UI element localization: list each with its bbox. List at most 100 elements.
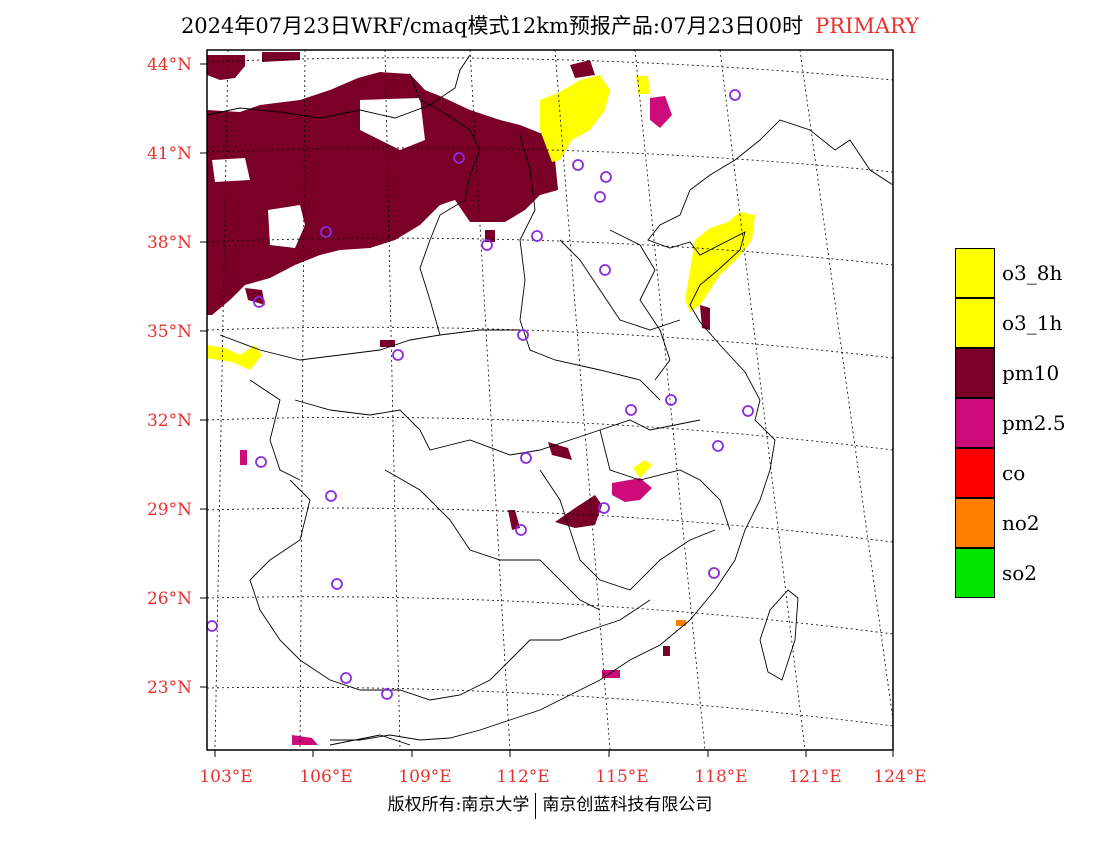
meridian-103 <box>214 50 229 750</box>
pm10-patch-fujian <box>663 646 670 656</box>
station-marker <box>515 524 527 536</box>
lat-label: 44°N <box>147 55 192 75</box>
legend-label: co <box>1002 461 1026 485</box>
station-marker <box>708 567 720 579</box>
taiwan-coast <box>759 589 799 681</box>
clean-area-2 <box>212 158 250 182</box>
title-text: 2024年07月23日WRF/cmaq模式12km预报产品:07月23日00时 <box>180 14 804 38</box>
inner-border-6 <box>384 469 601 611</box>
station-marker <box>381 688 393 700</box>
lon-label: 106°E <box>299 767 352 787</box>
o3-region-north <box>540 75 610 162</box>
meridian-115 <box>554 50 611 750</box>
legend-label: pm2.5 <box>1002 411 1066 435</box>
lon-label: 103°E <box>199 767 252 787</box>
o3-region-southwest <box>207 345 262 370</box>
legend-swatch <box>955 498 995 548</box>
legend-swatch <box>955 548 995 598</box>
legend-item-co: co <box>955 448 1085 498</box>
meridian-112 <box>469 50 511 750</box>
legend-swatch <box>955 248 995 298</box>
lat-label: 32°N <box>147 411 192 431</box>
legend-item-pm25: pm2.5 <box>955 398 1085 448</box>
station-marker <box>599 264 611 276</box>
map-title: 2024年07月23日WRF/cmaq模式12km预报产品:07月23日00时 P… <box>0 10 1100 40</box>
station-marker <box>340 672 352 684</box>
copyright-right: 南京创蓝科技有限公司 <box>542 795 713 815</box>
inner-border-5 <box>249 479 651 701</box>
o3-region-shandong <box>685 212 755 312</box>
parallel-35 <box>207 326 893 359</box>
station-marker <box>742 405 754 417</box>
parallel-23 <box>207 686 893 727</box>
legend-label: o3_1h <box>1002 311 1063 335</box>
lat-label: 38°N <box>147 233 192 253</box>
o3-region-central <box>633 460 652 478</box>
lat-label: 23°N <box>147 678 192 698</box>
station-marker <box>665 394 677 406</box>
station-marker <box>255 456 267 468</box>
pm10-patch-shandong <box>700 305 710 330</box>
legend-label: pm10 <box>1002 361 1060 385</box>
legend-item-o3-8h: o3_8h <box>955 248 1085 298</box>
pollution-layer <box>207 52 755 745</box>
pm25-region-north <box>650 96 672 128</box>
copyright-divider <box>535 792 537 819</box>
tick-marks <box>200 63 894 757</box>
legend-item-so2: so2 <box>955 548 1085 598</box>
lon-label: 112°E <box>496 767 549 787</box>
pm10-region-top <box>262 52 300 62</box>
legend-item-pm10: pm10 <box>955 348 1085 398</box>
lon-labels: 103°E 106°E 109°E 112°E 115°E 118°E 121°… <box>199 767 926 787</box>
lat-label: 35°N <box>147 322 192 342</box>
parallel-26 <box>207 596 893 635</box>
o3-region-north-small <box>636 76 650 94</box>
station-marker <box>598 502 610 514</box>
station-marker <box>253 296 265 308</box>
north-border <box>207 54 471 119</box>
station-marker <box>392 349 404 361</box>
boundaries <box>207 54 893 746</box>
inner-border-11 <box>249 379 301 481</box>
station-marker <box>517 329 529 341</box>
pm25-region-south <box>292 735 318 745</box>
parallel-44 <box>207 57 893 81</box>
legend-label: o3_8h <box>1002 261 1063 285</box>
station-marker <box>325 490 337 502</box>
station-marker <box>625 404 637 416</box>
meridian-121 <box>719 50 806 750</box>
meridian-106 <box>299 50 306 750</box>
pm25-region-central <box>612 478 652 502</box>
inner-border-9 <box>559 239 681 331</box>
no2-patch <box>676 620 686 626</box>
meridian-124 <box>799 50 893 721</box>
meridian-109 <box>384 50 401 750</box>
copyright-left: 版权所有:南京大学 <box>387 795 530 815</box>
pm10-patch-north <box>570 60 595 78</box>
station-marker <box>531 230 543 242</box>
inner-border-4 <box>219 329 520 361</box>
pm10-region-northwest <box>207 72 558 315</box>
station-marker <box>729 89 741 101</box>
legend-swatch <box>955 448 995 498</box>
graticule <box>207 50 893 750</box>
clean-area-3 <box>360 98 425 150</box>
inner-border-7 <box>539 469 716 591</box>
pm10-patch-hubei <box>548 442 572 460</box>
lon-label: 121°E <box>788 767 841 787</box>
inner-border-10 <box>609 229 671 381</box>
legend-item-no2: no2 <box>955 498 1085 548</box>
lat-label: 26°N <box>147 589 192 609</box>
inner-border-1 <box>409 73 481 336</box>
legend-swatch <box>955 348 995 398</box>
legend-label: so2 <box>1002 561 1038 585</box>
station-marker <box>600 171 612 183</box>
meridian-118 <box>634 50 706 750</box>
coastline <box>330 119 893 741</box>
station-marker <box>594 191 606 203</box>
station-marker <box>331 578 343 590</box>
lon-label: 109°E <box>398 767 451 787</box>
title-tag: PRIMARY <box>815 14 920 38</box>
copyright-footer: 版权所有:南京大学 南京创蓝科技有限公司 <box>0 790 1100 819</box>
